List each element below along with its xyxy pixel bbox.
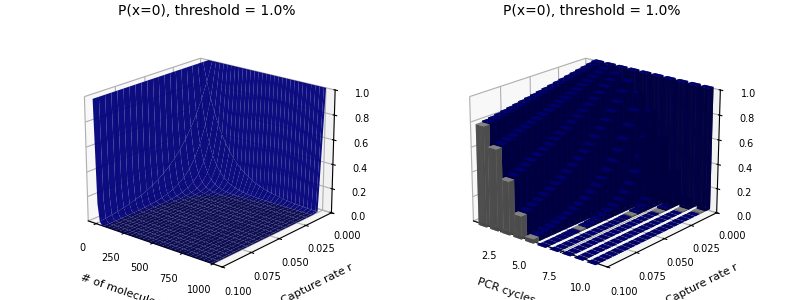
Y-axis label: Capture rate r: Capture rate r xyxy=(279,262,354,300)
Title: P(x=0), threshold = 1.0%: P(x=0), threshold = 1.0% xyxy=(503,4,681,18)
Y-axis label: Capture rate r: Capture rate r xyxy=(664,262,739,300)
X-axis label: PCR cycles: PCR cycles xyxy=(476,277,536,300)
Title: P(x=0), threshold = 1.0%: P(x=0), threshold = 1.0% xyxy=(118,4,296,18)
X-axis label: # of molecules: # of molecules xyxy=(79,273,162,300)
